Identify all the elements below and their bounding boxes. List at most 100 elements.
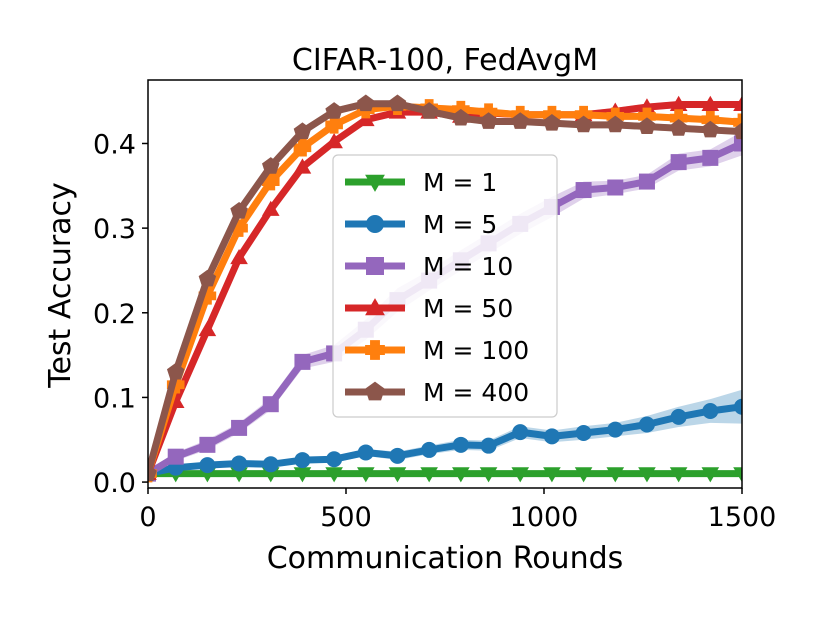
data-point: [325, 467, 343, 483]
x-axis-label: Communication Rounds: [267, 541, 624, 576]
legend-item: M = 10: [345, 252, 513, 281]
x-tick-label: 0: [139, 502, 156, 533]
data-point: [480, 437, 497, 454]
data-point: [230, 467, 248, 483]
plot-area: 0 500 1000 1500 0.0 0.1 0.2 0.3 0.4: [93, 79, 776, 533]
data-point: [420, 102, 438, 119]
data-point: [702, 402, 719, 419]
data-point: [293, 467, 312, 483]
data-point: [230, 202, 248, 219]
data-point: [638, 173, 655, 190]
data-point: [734, 398, 742, 415]
legend-label: M = 10: [423, 252, 513, 281]
data-point: [293, 122, 312, 140]
data-point: [574, 467, 593, 483]
data-point: [198, 320, 217, 337]
data-point: [733, 95, 742, 111]
data-point: [606, 115, 625, 133]
series-group: [148, 94, 742, 483]
data-point: [388, 94, 407, 112]
data-point: [607, 421, 624, 438]
legend-label: M = 5: [423, 210, 497, 239]
data-point: [452, 467, 470, 483]
data-point: [198, 269, 217, 287]
plot-frame: [147, 79, 743, 489]
legend-item: M = 1: [345, 168, 497, 197]
data-point: [231, 455, 248, 472]
data-point: [294, 353, 311, 370]
series-5: [148, 94, 742, 482]
data-point: [325, 102, 343, 119]
data-point: [606, 467, 625, 483]
y-tick-label: 0.2: [93, 299, 136, 330]
data-point: [452, 436, 469, 453]
data-point: [479, 112, 498, 129]
data-point: [575, 424, 592, 441]
data-point: [543, 467, 561, 483]
data-point: [199, 457, 216, 474]
y-tick-label: 0.0: [93, 468, 136, 499]
data-point: [670, 154, 687, 171]
y-tick-label: 0.4: [93, 129, 136, 160]
data-point: [733, 467, 742, 483]
data-point: [511, 467, 530, 483]
data-point: [357, 444, 374, 461]
data-point: [421, 441, 438, 458]
data-point: [199, 436, 216, 453]
data-point: [479, 467, 498, 483]
y-tick-label: 0.3: [93, 214, 136, 245]
data-point: [701, 95, 720, 111]
data-point: [167, 448, 184, 465]
x-tick-label: 1000: [510, 502, 579, 533]
data-point: [638, 117, 656, 134]
data-point: [231, 419, 248, 436]
data-point: [543, 428, 560, 445]
data-point: [512, 424, 529, 441]
y-axis-label: Test Accuracy: [43, 182, 78, 389]
legend-label: M = 400: [423, 378, 529, 407]
legend-label: M = 50: [423, 294, 513, 323]
chart-title: CIFAR-100, FedAvgM: [292, 43, 598, 78]
legend-label: M = 100: [423, 336, 529, 365]
legend-marker: [365, 298, 385, 316]
data-point: [388, 467, 407, 483]
data-point: [357, 94, 375, 112]
data-point: [262, 157, 280, 174]
data-point: [543, 113, 561, 131]
data-point: [638, 416, 655, 433]
data-point: [670, 408, 687, 425]
data-point: [452, 108, 470, 126]
legend-item: M = 5: [345, 210, 497, 239]
legend-marker: [366, 215, 384, 233]
data-point: [230, 248, 248, 265]
legend-item: M = 100: [345, 336, 529, 365]
data-point: [166, 362, 185, 380]
data-point: [261, 467, 280, 483]
data-point: [511, 112, 529, 129]
series-1: [148, 389, 742, 482]
legend-item: M = 50: [345, 294, 513, 323]
data-point: [293, 138, 312, 157]
data-point: [669, 119, 688, 136]
data-point: [701, 120, 720, 138]
data-point: [293, 158, 312, 174]
data-point: [734, 135, 742, 152]
data-point: [325, 116, 343, 134]
data-point: [326, 451, 343, 468]
legend-marker: [366, 257, 384, 275]
legend-marker: [365, 340, 385, 360]
data-point: [325, 132, 343, 149]
data-point: [262, 456, 279, 473]
data-point: [607, 179, 624, 196]
data-point: [294, 452, 311, 469]
data-point: [261, 200, 280, 216]
legend-item: M = 400: [345, 378, 529, 407]
data-point: [148, 464, 157, 482]
data-point: [574, 115, 593, 133]
data-point: [702, 149, 719, 166]
legend-marker: [365, 381, 385, 401]
data-point: [262, 396, 279, 413]
legend-marker: [365, 174, 385, 192]
data-point: [357, 110, 375, 127]
